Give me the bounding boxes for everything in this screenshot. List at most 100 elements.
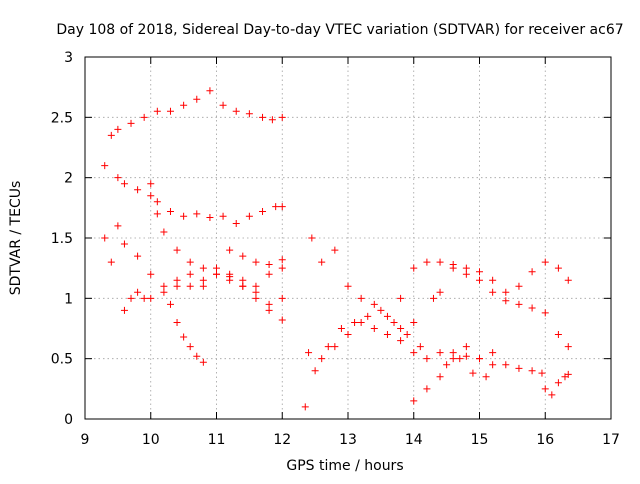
data-point xyxy=(232,107,240,115)
data-point xyxy=(436,258,444,266)
data-point xyxy=(502,297,510,305)
data-point xyxy=(245,212,253,220)
data-point xyxy=(186,343,194,351)
data-point xyxy=(153,198,161,206)
data-point xyxy=(160,228,168,236)
data-point xyxy=(120,240,128,248)
data-point xyxy=(101,162,109,170)
data-point xyxy=(166,300,174,308)
data-point xyxy=(462,352,470,360)
data-point xyxy=(541,309,549,317)
data-point xyxy=(219,101,227,109)
data-point xyxy=(449,355,457,363)
data-point xyxy=(538,369,546,377)
data-point xyxy=(199,264,207,272)
data-point xyxy=(370,325,378,332)
data-point xyxy=(239,252,247,260)
data-point xyxy=(101,234,109,242)
data-point xyxy=(278,203,286,211)
data-point xyxy=(390,318,398,326)
data-point xyxy=(127,294,135,302)
data-point xyxy=(462,343,470,351)
data-point xyxy=(239,282,247,290)
series-track-j xyxy=(308,234,418,332)
series-track-f xyxy=(166,300,207,366)
data-point xyxy=(462,264,470,272)
data-point xyxy=(469,369,477,377)
data-point xyxy=(541,258,549,266)
data-point xyxy=(232,220,240,228)
x-tick-label: 10 xyxy=(142,432,160,448)
y-tick-label: 3 xyxy=(64,50,73,66)
data-point xyxy=(357,318,365,326)
data-point xyxy=(528,268,536,276)
series-track-o xyxy=(541,370,572,399)
y-tick-label: 0.5 xyxy=(51,352,73,368)
axis-ticks: 9 10 11 12 13 14 15 16 17 0 0.5 1 1.5 2 2.5 3 xyxy=(51,50,620,448)
data-point xyxy=(318,258,326,266)
data-point xyxy=(489,288,497,296)
data-point xyxy=(153,107,161,115)
data-point xyxy=(383,331,391,339)
data-point xyxy=(160,288,168,296)
data-point xyxy=(403,331,411,339)
y-tick-label: 2 xyxy=(64,171,73,187)
data-point xyxy=(199,276,207,284)
data-point xyxy=(515,364,523,372)
series-track-a xyxy=(101,87,286,170)
data-point xyxy=(351,318,359,326)
data-point xyxy=(134,186,142,194)
data-point xyxy=(193,210,201,218)
data-point xyxy=(301,403,309,411)
series-track-g xyxy=(226,246,286,269)
chart-title: Day 108 of 2018, Sidereal Day-to-day VTE… xyxy=(56,22,623,38)
data-point xyxy=(278,113,286,121)
series-track-b xyxy=(114,174,286,228)
data-point xyxy=(127,119,135,127)
data-point xyxy=(193,352,201,360)
x-tick-label: 14 xyxy=(405,432,423,448)
x-tick-label: 9 xyxy=(81,432,90,448)
data-point xyxy=(456,355,464,363)
data-point xyxy=(173,246,181,254)
x-tick-label: 11 xyxy=(208,432,226,448)
data-point xyxy=(199,282,207,290)
y-axis-label: SDTVAR / TECUs xyxy=(8,181,24,296)
data-point xyxy=(337,325,345,332)
x-tick-label: 16 xyxy=(536,432,554,448)
y-tick-label: 2.5 xyxy=(51,110,73,126)
data-point xyxy=(252,282,260,290)
data-point xyxy=(166,207,174,215)
data-point xyxy=(147,180,155,188)
data-point xyxy=(186,258,194,266)
data-point xyxy=(226,246,234,254)
gridlines xyxy=(85,57,611,419)
data-point xyxy=(134,252,142,260)
data-point xyxy=(206,87,214,95)
data-point xyxy=(213,264,220,272)
data-point xyxy=(423,258,431,266)
data-point xyxy=(180,101,188,109)
data-point xyxy=(252,288,260,296)
data-point xyxy=(147,270,155,278)
data-point xyxy=(265,261,273,269)
y-tick-label: 0 xyxy=(64,412,73,428)
data-point xyxy=(239,276,247,284)
series-track-l xyxy=(429,264,572,351)
data-point xyxy=(252,294,260,302)
data-point xyxy=(114,222,122,230)
series-track-e xyxy=(120,270,286,314)
data-point xyxy=(259,207,267,215)
data-point xyxy=(331,343,339,351)
data-point xyxy=(166,107,174,115)
x-axis-label: GPS time / hours xyxy=(286,458,403,474)
x-tick-label: 13 xyxy=(339,432,357,448)
data-point xyxy=(305,349,313,357)
data-point xyxy=(462,270,470,278)
data-point xyxy=(489,349,497,357)
data-point xyxy=(311,367,319,375)
data-point xyxy=(436,349,444,357)
data-point xyxy=(199,358,207,366)
data-point xyxy=(554,264,562,272)
